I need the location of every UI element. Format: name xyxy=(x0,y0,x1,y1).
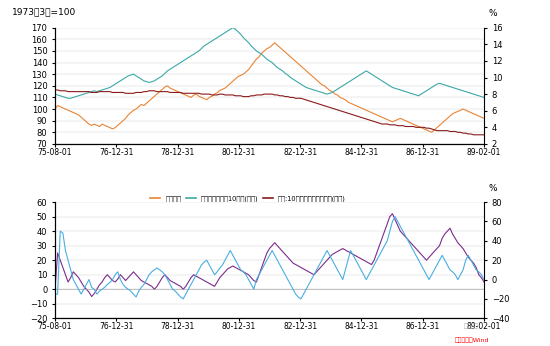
Text: 1973年3月=100: 1973年3月=100 xyxy=(12,7,76,16)
Text: %: % xyxy=(488,9,497,18)
Text: 数据来源：Wind: 数据来源：Wind xyxy=(455,337,490,343)
Text: 半夏投资: 半夏投资 xyxy=(464,323,478,329)
Text: %: % xyxy=(488,184,497,193)
Legend: 美元指数, 美国国傘收益率10年月(右轴), 日本:10年期国傘基准收益率(右轴): 美元指数, 美国国傘收益率10年月(右轴), 日本:10年期国傘基准收益率(右轴… xyxy=(147,193,349,204)
